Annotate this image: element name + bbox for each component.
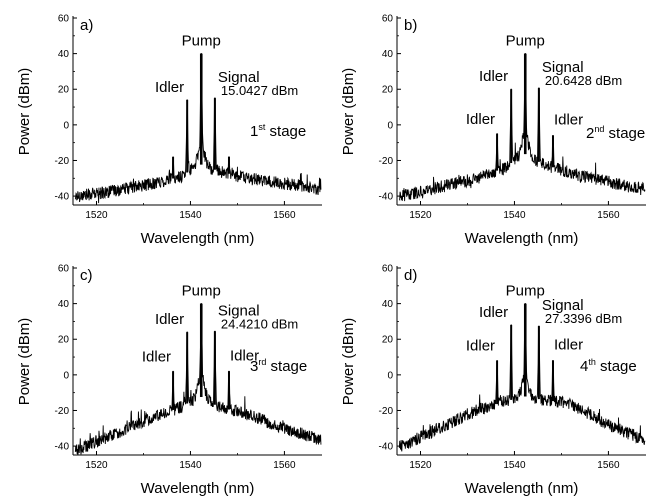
pump-label: Pump <box>182 33 221 50</box>
stage-suffix: stage <box>265 123 306 140</box>
idler-label-outer-right: Idler <box>230 347 259 364</box>
y-tick-label: 60 <box>382 14 394 25</box>
pump-label: Pump <box>182 283 221 300</box>
stage-number: 1 <box>250 123 258 140</box>
signal-label: Signal <box>542 297 584 314</box>
x-tick-label: 1540 <box>179 210 202 221</box>
y-tick-label: 0 <box>387 120 393 131</box>
stage-label: 4th stage <box>580 357 637 375</box>
y-tick-label: 60 <box>382 264 394 275</box>
y-axis-label: Power (dBm) <box>340 68 357 156</box>
idler-label-inner: Idler <box>479 304 508 321</box>
panel-label: d) <box>404 267 417 284</box>
y-tick-label: 20 <box>382 85 394 96</box>
y-tick-label: -20 <box>55 156 70 167</box>
spectrum-trace <box>74 53 322 204</box>
signal-value: 27.3396 dBm <box>545 311 622 326</box>
spectrum-trace <box>398 303 646 452</box>
y-tick-label: 20 <box>58 335 70 346</box>
y-axis-label: Power (dBm) <box>16 318 33 406</box>
x-tick-label: 1560 <box>597 210 620 221</box>
stage-suffix: stage <box>266 358 307 375</box>
idler-label-inner: Idler <box>155 311 184 328</box>
x-axis-label: Wavelength (nm) <box>465 230 579 247</box>
x-tick-label: 1520 <box>85 460 108 471</box>
panel-a: 60 40 20 0 -20 -40 1520 1540 1560 Wavelength (nm)… <box>16 14 322 247</box>
panel-label: a) <box>80 17 93 34</box>
y-tick-label: 40 <box>382 49 394 60</box>
spectrum-trace <box>74 303 322 455</box>
x-axis-label: Wavelength (nm) <box>465 480 579 497</box>
x-tick-label: 1520 <box>85 210 108 221</box>
stage-number: 2 <box>586 125 594 142</box>
y-axis-label: Power (dBm) <box>340 318 357 406</box>
pump-label: Pump <box>506 283 545 300</box>
idler-label-outer-left: Idler <box>466 111 495 128</box>
x-tick-label: 1560 <box>597 460 620 471</box>
spectrum-trace <box>398 53 646 202</box>
signal-label: Signal <box>218 302 260 319</box>
idler-label-outer-left: Idler <box>142 348 171 365</box>
y-axis-label: Power (dBm) <box>16 68 33 156</box>
idler-label-inner: Idler <box>479 68 508 85</box>
panel-d: 60 40 20 0 -20 -40 1520 1540 1560 Wavelength (nm)… <box>340 264 646 497</box>
x-tick-label: 1560 <box>273 460 296 471</box>
y-tick-label: 40 <box>58 49 70 60</box>
stage-suffix: stage <box>604 125 645 142</box>
stage-ordinal: st <box>258 122 266 132</box>
stage-ordinal: nd <box>594 124 604 134</box>
y-tick-label: -40 <box>379 442 394 453</box>
stage-label: 3rd stage <box>250 357 307 375</box>
y-tick-label: 20 <box>382 335 394 346</box>
idler-label-inner: Idler <box>155 79 184 96</box>
y-tick-label: -40 <box>55 192 70 203</box>
x-tick-label: 1540 <box>503 460 526 471</box>
y-tick-label: 60 <box>58 14 70 25</box>
y-tick-label: -20 <box>379 156 394 167</box>
panel-c: 60 40 20 0 -20 -40 1520 1540 1560 Wavelength (nm)… <box>16 264 322 497</box>
y-tick-label: -20 <box>55 406 70 417</box>
y-tick-label: 0 <box>63 370 69 381</box>
y-tick-label: -40 <box>379 192 394 203</box>
y-tick-label: 0 <box>63 120 69 131</box>
idler-label-outer-left: Idler <box>466 338 495 355</box>
signal-label: Signal <box>542 59 584 76</box>
panel-label: c) <box>80 267 93 284</box>
x-axis-label: Wavelength (nm) <box>141 480 255 497</box>
signal-value: 24.4210 dBm <box>221 316 298 331</box>
stage-label: 2nd stage <box>586 124 645 142</box>
panel-b: 60 40 20 0 -20 -40 1520 1540 1560 Wavelength (nm)… <box>340 14 646 247</box>
stage-number: 4 <box>580 358 588 375</box>
x-tick-label: 1540 <box>503 210 526 221</box>
y-tick-label: -20 <box>379 406 394 417</box>
signal-label: Signal <box>218 69 260 86</box>
x-tick-label: 1540 <box>179 460 202 471</box>
x-axis-label: Wavelength (nm) <box>141 230 255 247</box>
y-tick-label: 0 <box>387 370 393 381</box>
panel-label: b) <box>404 17 417 34</box>
y-tick-label: -40 <box>55 442 70 453</box>
idler-label-outer-right: Idler <box>554 337 583 354</box>
x-tick-label: 1560 <box>273 210 296 221</box>
y-tick-label: 20 <box>58 85 70 96</box>
idler-label-outer-right: Idler <box>554 112 583 129</box>
y-tick-label: 40 <box>382 299 394 310</box>
stage-suffix: stage <box>596 358 637 375</box>
y-tick-label: 60 <box>58 264 70 275</box>
y-tick-label: 40 <box>58 299 70 310</box>
stage-label: 1st stage <box>250 122 306 140</box>
stage-number: 3 <box>250 358 258 375</box>
signal-value: 15.0427 dBm <box>221 83 298 98</box>
x-tick-label: 1520 <box>409 460 432 471</box>
signal-value: 20.6428 dBm <box>545 73 622 88</box>
x-tick-label: 1520 <box>409 210 432 221</box>
stage-ordinal: th <box>588 357 596 367</box>
pump-label: Pump <box>506 33 545 50</box>
stage-ordinal: rd <box>258 357 266 367</box>
